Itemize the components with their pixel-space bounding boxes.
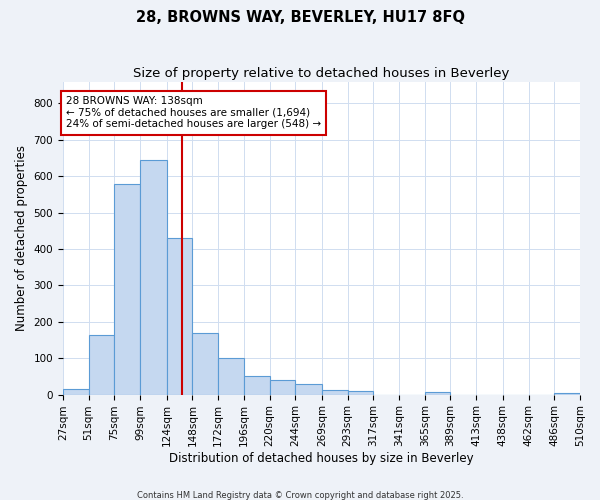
Bar [140, 160, 167, 394]
X-axis label: Distribution of detached houses by size in Beverley: Distribution of detached houses by size … [169, 452, 474, 465]
Text: 28 BROWNS WAY: 138sqm
← 75% of detached houses are smaller (1,694)
24% of semi-d: 28 BROWNS WAY: 138sqm ← 75% of detached … [66, 96, 321, 130]
Bar [244, 376, 269, 394]
Bar [347, 391, 373, 394]
Bar [425, 392, 451, 394]
Title: Size of property relative to detached houses in Beverley: Size of property relative to detached ho… [133, 68, 509, 80]
Bar [322, 390, 347, 394]
Bar [167, 238, 193, 394]
Bar [554, 393, 580, 394]
Bar [89, 334, 114, 394]
Bar [193, 332, 218, 394]
Y-axis label: Number of detached properties: Number of detached properties [15, 145, 28, 331]
Bar [218, 358, 244, 395]
Bar [114, 184, 140, 394]
Text: Contains HM Land Registry data © Crown copyright and database right 2025.: Contains HM Land Registry data © Crown c… [137, 490, 463, 500]
Bar [295, 384, 322, 394]
Bar [269, 380, 295, 394]
Text: 28, BROWNS WAY, BEVERLEY, HU17 8FQ: 28, BROWNS WAY, BEVERLEY, HU17 8FQ [136, 10, 464, 25]
Bar [63, 389, 89, 394]
